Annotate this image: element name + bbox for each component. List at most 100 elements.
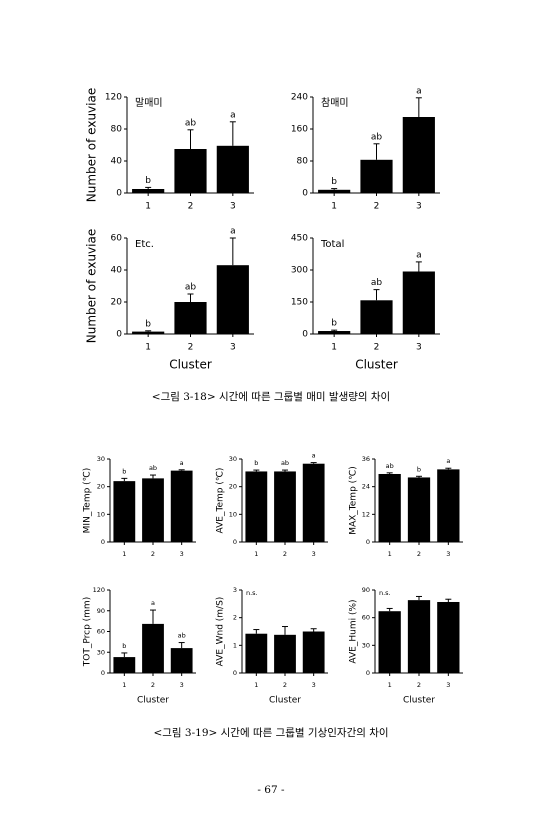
x-tick-label: 2 [283, 681, 287, 689]
bar [378, 611, 401, 673]
y-tick-label: 120 [105, 93, 122, 103]
significance-letter: ab [149, 464, 157, 472]
y-tick-label: 60 [362, 614, 370, 622]
x-tick-label: 2 [417, 550, 421, 558]
bar [274, 471, 296, 542]
y-tick-label: 0 [233, 538, 237, 546]
y-tick-label: 0 [302, 189, 308, 199]
x-tick-label: 3 [312, 550, 316, 558]
y-tick-label: 30 [229, 455, 237, 463]
y-axis-label: AVE_Humi (%) [349, 599, 359, 663]
y-tick-label: 2 [233, 614, 237, 622]
y-tick-label: 20 [229, 483, 237, 491]
x-tick-label: 1 [145, 343, 151, 353]
bar [407, 600, 431, 673]
bar [360, 159, 393, 193]
bar [318, 189, 351, 193]
y-tick-label: 0 [366, 538, 370, 546]
bar [437, 601, 460, 673]
panel-title: 참매미 [321, 97, 349, 109]
x-tick-label: 1 [388, 681, 392, 689]
y-tick-label: 0 [116, 189, 122, 199]
y-tick-label: 40 [111, 157, 123, 167]
significance-letter: a [416, 86, 422, 96]
x-axis-label: Cluster [269, 696, 301, 706]
bar [142, 623, 164, 673]
x-tick-label: 3 [416, 343, 422, 353]
annotation: n.s. [379, 589, 391, 597]
x-axis-label: Cluster [169, 358, 212, 372]
significance-letter: a [230, 110, 236, 120]
x-tick-label: 2 [151, 681, 155, 689]
bar [318, 331, 351, 334]
x-tick-label: 3 [180, 681, 184, 689]
significance-letter: b [331, 177, 337, 187]
x-tick-label: 3 [446, 550, 450, 558]
x-tick-label: 3 [446, 681, 450, 689]
bar [407, 477, 431, 542]
y-tick-label: 36 [362, 455, 370, 463]
x-axis-label: Cluster [355, 358, 398, 372]
page-number: - 67 - [257, 784, 285, 796]
bar [360, 300, 393, 334]
x-tick-label: 2 [188, 202, 194, 212]
significance-letter: ab [178, 632, 186, 640]
x-axis-label: Cluster [137, 696, 169, 706]
bar [170, 648, 193, 673]
y-tick-label: 0 [101, 538, 105, 546]
panel-title: Etc. [135, 239, 154, 250]
significance-letter: a [151, 599, 155, 607]
y-tick-label: 120 [93, 586, 105, 594]
y-tick-label: 1 [233, 641, 237, 649]
bar [132, 331, 165, 334]
y-tick-label: 60 [111, 234, 123, 244]
bar [302, 631, 325, 673]
significance-letter: ab [371, 132, 383, 142]
x-tick-label: 1 [254, 550, 258, 558]
y-tick-label: 40 [111, 266, 123, 276]
y-tick-label: 10 [229, 510, 237, 518]
y-tick-label: 30 [97, 455, 105, 463]
significance-letter: b [145, 319, 151, 329]
x-tick-label: 2 [283, 550, 287, 558]
bar [174, 302, 207, 334]
y-tick-label: 80 [111, 125, 123, 135]
bar [142, 478, 164, 542]
bar [245, 633, 268, 673]
significance-letter: ab [185, 283, 197, 293]
significance-letter: b [254, 459, 258, 467]
significance-letter: b [122, 467, 126, 475]
panel-title: Total [320, 239, 344, 250]
significance-letter: b [122, 642, 126, 650]
x-tick-label: 2 [417, 681, 421, 689]
bar [170, 470, 193, 542]
y-tick-label: 12 [362, 510, 370, 518]
figure-caption: <그림 3-18> 시간에 따른 그룹별 매미 발생량의 차이 [152, 391, 390, 403]
figure-caption: <그림 3-19> 시간에 따른 그룹별 기상인자간의 차이 [153, 727, 388, 739]
bar [174, 149, 207, 193]
y-tick-label: 90 [362, 586, 370, 594]
y-axis-label: AVE_Wnd (m/S) [216, 597, 226, 667]
x-tick-label: 3 [416, 202, 422, 212]
significance-letter: a [180, 459, 184, 467]
y-tick-label: 24 [362, 483, 370, 491]
y-axis-label: TOT_Prcp (mm) [83, 597, 93, 667]
y-tick-label: 30 [97, 648, 105, 656]
significance-letter: b [417, 465, 421, 473]
significance-letter: ab [386, 462, 394, 470]
significance-letter: b [331, 319, 337, 329]
y-axis-label: Number of exuviae [85, 88, 99, 202]
significance-letter: a [230, 227, 236, 237]
x-tick-label: 1 [331, 202, 337, 212]
significance-letter: a [312, 452, 316, 460]
y-tick-label: 20 [111, 298, 123, 308]
bar [216, 265, 249, 334]
y-tick-label: 60 [97, 628, 105, 636]
y-tick-label: 80 [297, 157, 309, 167]
x-tick-label: 2 [151, 550, 155, 558]
x-tick-label: 1 [122, 550, 126, 558]
x-tick-label: 3 [230, 343, 236, 353]
